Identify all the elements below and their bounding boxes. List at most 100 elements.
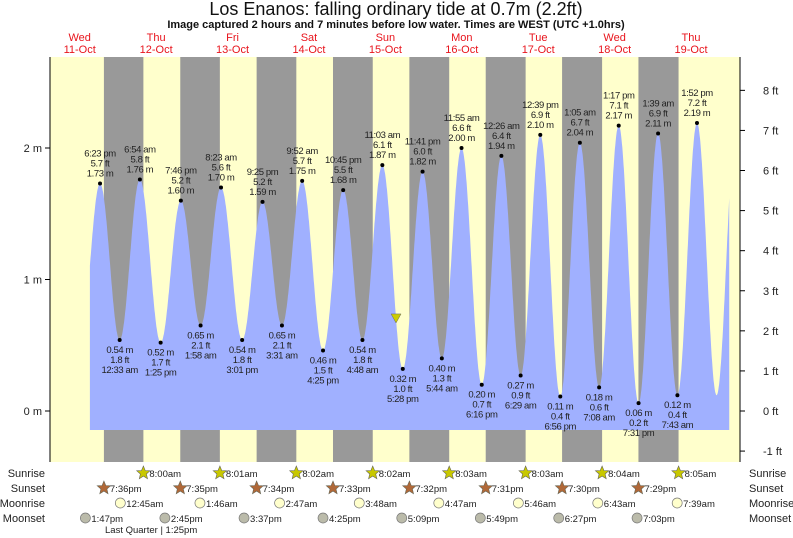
moonset-icon (238, 512, 250, 524)
moonrise-icon (592, 497, 604, 509)
low-tide-label: 0.06 m (625, 408, 652, 419)
high-tide-label: 8:23 am (205, 152, 237, 163)
low-tide-label: 0.32 m (389, 374, 416, 385)
moonset-time: 2:45pm (171, 514, 203, 525)
day-label-dow: Fri (226, 32, 239, 44)
moonrise-row-label: Moonrise (0, 498, 45, 510)
sunset-row-label-right: Sunset (749, 483, 783, 495)
low-tide-label: 1.7 ft (151, 358, 170, 369)
extreme-point (577, 140, 582, 145)
moonrise-time: 2:47am (286, 499, 318, 510)
sunset-icon (631, 480, 646, 495)
moonset-icon (553, 512, 565, 524)
low-tide-label: 0.6 ft (590, 402, 609, 413)
low-tide-label: 6:56 pm (545, 422, 577, 433)
high-tide-label: 1:52 pm (681, 88, 713, 99)
low-tide-label: 7:08 am (583, 412, 615, 423)
moonrise-time: 4:47am (445, 499, 477, 510)
low-tide-label: 0.11 m (547, 402, 573, 413)
moonrise-icon (274, 497, 285, 509)
high-tide-label: 5.6 ft (212, 162, 231, 173)
low-tide-label: 6:29 am (505, 400, 537, 411)
day-label-dow: Wed (603, 32, 625, 44)
low-tide-label: 5:28 pm (387, 394, 419, 405)
sun-icon (441, 465, 457, 480)
sunrise-time: 8:02am (379, 469, 411, 480)
day-label-date: 16-Oct (445, 44, 478, 56)
right-tick-label: -1 ft (763, 446, 782, 458)
extreme-point (178, 198, 183, 203)
low-tide-label: 0.27 m (507, 380, 534, 391)
sunset-time: 7:34pm (263, 484, 295, 495)
day-label-date: 19-Oct (675, 44, 708, 56)
low-tide-label: 0.46 m (310, 356, 337, 367)
high-tide-label: 1.68 m (330, 175, 357, 186)
high-tide-label: 7.1 ft (609, 101, 628, 112)
low-tide-label: 12:33 am (101, 365, 138, 376)
moonrise-time: 7:39am (683, 499, 715, 510)
low-tide-label: 7:43 am (662, 420, 694, 431)
high-tide-label: 1.59 m (249, 187, 276, 198)
day-label-date: 15-Oct (369, 44, 402, 56)
right-tick-label: 2 ft (763, 326, 778, 338)
high-tide-label: 5.7 ft (91, 159, 110, 170)
sunset-time: 7:32pm (415, 484, 447, 495)
high-tide-label: 2.04 m (567, 128, 594, 139)
extreme-point (219, 185, 224, 190)
extreme-point (656, 131, 661, 136)
low-tide-label: 0.54 m (106, 345, 133, 356)
high-tide-label: 6.0 ft (413, 147, 432, 158)
sunset-time: 7:29pm (644, 484, 676, 495)
sunset-row-label: Sunset (11, 483, 45, 495)
low-tide-label: 0.65 m (269, 331, 296, 342)
low-tide-label: 1:25 pm (145, 368, 177, 379)
moonset-time: 4:25pm (329, 514, 361, 525)
moonset-time: 5:49pm (486, 514, 518, 525)
sunrise-row-label: Sunrise (8, 468, 45, 480)
high-tide-label: 6.4 ft (492, 131, 511, 142)
sun-icon (594, 465, 610, 480)
extreme-point (321, 348, 326, 353)
low-tide-label: 0.40 m (429, 363, 456, 374)
sunset-icon (249, 480, 265, 495)
extreme-point (158, 340, 163, 345)
day-label-dow: Sun (376, 32, 396, 44)
high-tide-label: 7:46 pm (165, 166, 197, 177)
low-tide-label: 0.9 ft (511, 390, 530, 401)
moonrise-icon (671, 497, 683, 509)
axes: 0 m 1 m 2 m -1 ft 0 ft 1 ft 2 ft 3 ft 4 ft 5 ft 6 … (24, 57, 782, 462)
chart-subtitle: Image captured 2 hours and 7 minutes bef… (167, 19, 625, 31)
high-tide-label: 2.19 m (684, 108, 711, 119)
low-tide-label: 3:01 pm (226, 365, 258, 376)
extreme-point (98, 181, 103, 186)
moonrise-icon (194, 497, 206, 509)
low-tide-label: 0.12 m (664, 400, 691, 411)
extreme-point (479, 382, 484, 387)
chart-title: Los Enanos: falling ordinary tide at 0.7… (209, 0, 582, 19)
extreme-point (198, 323, 203, 328)
right-tick-label: 3 ft (763, 286, 778, 298)
sun-icon (135, 465, 151, 480)
extreme-point (538, 132, 543, 137)
high-tide-label: 6:23 pm (84, 149, 116, 160)
high-tide-label: 7.2 ft (688, 98, 707, 109)
moonrise-icon (433, 497, 445, 509)
extreme-point (675, 393, 680, 398)
extreme-point (499, 153, 504, 158)
high-tide-label: 2.00 m (448, 133, 475, 144)
moonset-time: 3:37pm (250, 514, 282, 525)
extreme-point (459, 146, 464, 150)
extreme-point (341, 188, 346, 193)
high-tide-label: 11:03 am (364, 130, 400, 141)
low-tide-label: 0.4 ft (668, 410, 687, 421)
sunset-icon (325, 480, 341, 495)
extreme-point (260, 199, 265, 204)
day-label-date: 13-Oct (216, 44, 249, 56)
high-tide-label: 1.73 m (87, 169, 114, 180)
sun-icon (288, 465, 304, 480)
sunrise-row-label-right: Sunrise (749, 468, 786, 480)
right-tick-label: 1 ft (763, 366, 778, 378)
moonset-time: 7:03pm (643, 514, 675, 525)
low-tide-label: 1.5 ft (314, 366, 333, 377)
